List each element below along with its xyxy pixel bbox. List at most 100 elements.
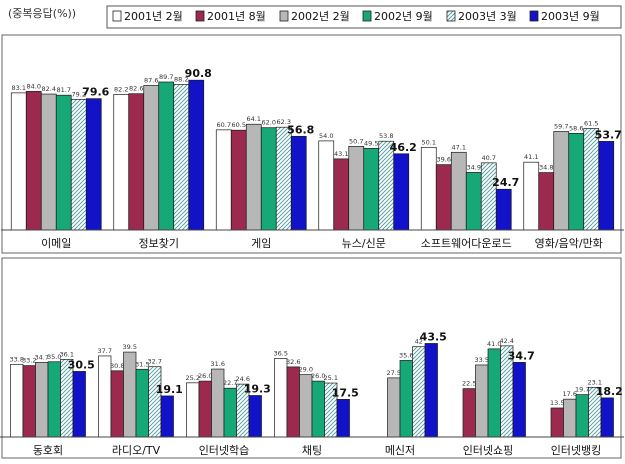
data-label: 25.2 (186, 374, 200, 382)
category-label: 인터넷학습 (199, 444, 250, 457)
legend-swatch (195, 10, 205, 22)
bar (583, 128, 600, 231)
chart-bottom: 33.833.234.735.036.130.5동호회37.730.839.53… (0, 330, 624, 457)
data-label: 40.7 (482, 154, 496, 162)
bar (245, 123, 262, 231)
data-label: 41.0 (487, 340, 501, 348)
data-label: 35.0 (47, 353, 61, 361)
bar (158, 81, 175, 231)
data-label: 49.5 (364, 139, 378, 147)
panel-top-frame (1, 34, 622, 254)
bar (113, 94, 130, 231)
bar (10, 92, 27, 231)
data-label: 82.4 (42, 85, 56, 93)
data-label: 26.0 (311, 372, 325, 380)
data-label: 42 (415, 338, 423, 346)
data-label: 27.5 (387, 369, 401, 377)
category-label: 인터넷뱅킹 (551, 444, 602, 457)
legend-label: 2002년 9월 (374, 10, 433, 23)
unit-note: (중복응답(%)) (8, 7, 76, 20)
legend-swatch (279, 10, 289, 22)
bar (420, 146, 437, 231)
data-label: 34.7 (508, 349, 535, 362)
data-label: 53.8 (379, 132, 393, 140)
category-label: 메신저 (385, 444, 415, 457)
data-label: 32.7 (148, 358, 162, 366)
data-label: 22.5 (462, 380, 476, 388)
bar (198, 380, 212, 438)
legend: 2001년 2월 2001년 8월 2002년 2월 2002년 9월 2003년 3월… (106, 5, 622, 29)
data-label: 47.1 (452, 143, 466, 151)
legend-swatch (446, 10, 456, 22)
data-label: 19.7 (575, 386, 589, 394)
data-label: 83.1 (12, 84, 26, 92)
data-label: 62.0 (262, 119, 276, 127)
data-label: 34.7 (35, 353, 49, 361)
data-label: 82.6 (129, 85, 143, 93)
category-label: 인터넷쇼핑 (463, 444, 514, 457)
bar (230, 129, 247, 231)
bar (575, 394, 589, 438)
bar (85, 98, 102, 231)
bar (70, 98, 87, 231)
bar (462, 388, 476, 438)
bar (475, 364, 489, 438)
bar (435, 164, 452, 231)
data-label: 39.5 (123, 343, 137, 351)
bar (248, 395, 262, 438)
data-label: 36.1 (60, 350, 74, 358)
data-label: 24.6 (236, 375, 250, 383)
bar (223, 387, 237, 438)
bar (55, 94, 72, 231)
data-label: 37.7 (98, 347, 112, 355)
data-label: 23.1 (588, 378, 602, 386)
legend-label: 2001년 2월 (124, 10, 183, 23)
bar (35, 362, 49, 438)
bar (40, 93, 57, 231)
data-label: 30.5 (68, 358, 95, 371)
bar (318, 140, 335, 231)
bar (186, 382, 200, 438)
category-label: 채팅 (302, 444, 322, 457)
data-label: 19.1 (156, 383, 183, 396)
bar (348, 145, 365, 231)
data-label: 59.7 (554, 122, 568, 130)
bar (465, 172, 482, 231)
data-label: 88.2 (174, 75, 188, 83)
data-label: 81.7 (57, 86, 71, 94)
bar (336, 399, 350, 438)
data-label: 41.1 (524, 153, 538, 161)
data-label: 43.5 (420, 330, 447, 343)
bar (487, 348, 501, 438)
category-label: 소프트웨어다운로드 (421, 237, 512, 250)
data-label: 17.5 (332, 386, 359, 399)
legend-swatch (529, 10, 539, 22)
data-label: 29.0 (299, 366, 313, 374)
bar (290, 135, 307, 231)
bar (480, 162, 497, 231)
bar (110, 370, 124, 438)
category-label: 이메일 (41, 236, 71, 250)
data-label: 62.3 (277, 118, 291, 126)
category-label: 게임 (251, 237, 271, 250)
bar (550, 407, 564, 438)
bar (47, 361, 61, 438)
data-label: 36.5 (274, 350, 288, 358)
bar (363, 147, 380, 231)
data-label: 84.0 (27, 82, 41, 90)
data-label: 31.5 (135, 360, 149, 368)
bar (538, 172, 555, 231)
data-label: 33.5 (475, 356, 489, 364)
bar (399, 360, 413, 438)
category-label: 정보찾기 (139, 237, 179, 250)
data-label: 87.6 (144, 76, 158, 84)
data-label: 79.6 (82, 86, 109, 99)
bar (160, 395, 174, 438)
bar (568, 132, 585, 231)
bar (563, 398, 577, 438)
legend-label: 2002년 2월 (291, 10, 350, 23)
bar (188, 79, 205, 231)
category-label: 뉴스/신문 (342, 237, 386, 250)
